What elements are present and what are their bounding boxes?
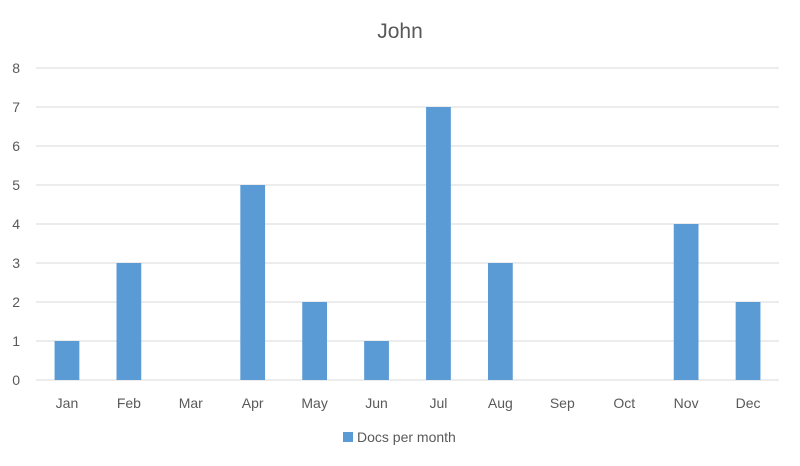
x-tick-label: Jan [56,395,79,411]
y-tick-label: 2 [12,294,20,310]
bar-aug [487,263,513,380]
bar-may [302,302,328,380]
gridlines [36,67,779,381]
x-tick-label: Jun [365,395,388,411]
bar-dec [735,302,761,380]
bars [54,107,761,380]
x-tick-label: Oct [613,395,635,411]
bar-feb [116,263,142,380]
x-tick-label: Feb [117,395,141,411]
x-tick-label: May [301,395,327,411]
y-tick-label: 0 [12,372,20,388]
y-tick-label: 4 [12,216,20,232]
x-tick-label: Jul [430,395,448,411]
y-tick-label: 3 [12,255,20,271]
bar-jun [364,341,389,380]
legend-swatch [343,432,353,442]
y-tick-label: 6 [12,138,20,154]
y-tick-label: 8 [12,60,20,76]
chart-title: John [377,20,423,43]
x-tick-label: Apr [242,395,264,411]
bar-jul [426,107,451,380]
y-tick-label: 1 [12,333,20,349]
bar-jan [54,341,80,380]
y-tick-label: 5 [12,177,20,193]
x-tick-label: Aug [488,395,513,411]
x-tick-label: Dec [736,395,761,411]
bar-apr [240,185,266,380]
legend: Docs per month [343,429,456,445]
x-axis-tick-labels: Jan Feb Mar Apr May Jun Jul Aug Sep Oct Nov Dec [56,395,761,411]
x-tick-label: Sep [550,395,575,411]
x-tick-label: Mar [179,395,203,411]
x-tick-label: Nov [674,395,699,411]
y-tick-label: 7 [12,99,20,115]
legend-label: Docs per month [357,429,456,445]
y-axis-tick-labels: 0 1 2 3 4 5 6 7 8 [12,60,20,388]
bar-nov [673,224,699,380]
